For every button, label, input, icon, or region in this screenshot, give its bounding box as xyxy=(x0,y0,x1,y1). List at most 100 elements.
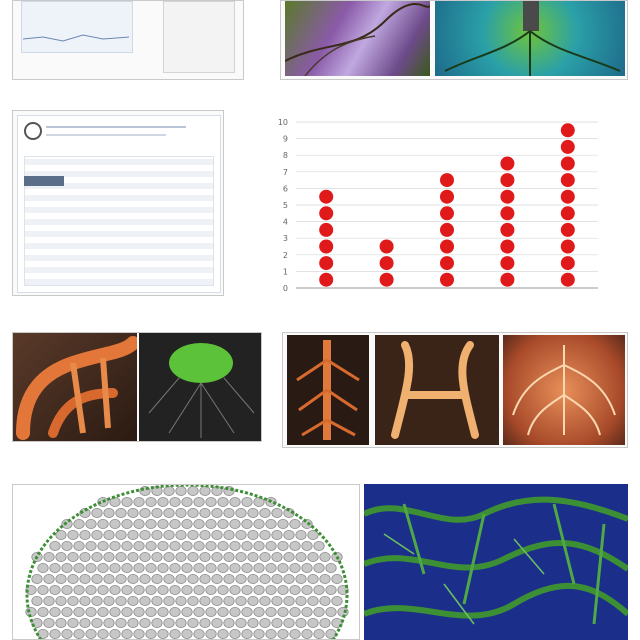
cell xyxy=(127,574,139,585)
cell xyxy=(49,541,61,552)
cell xyxy=(181,585,193,596)
cell xyxy=(169,519,181,530)
cell xyxy=(301,563,313,574)
cell xyxy=(301,541,313,552)
cell xyxy=(295,552,307,563)
cell xyxy=(253,519,265,530)
cell xyxy=(163,486,175,496)
lung-cast-photo xyxy=(503,335,625,445)
cell xyxy=(103,596,115,607)
vein-network-panel xyxy=(364,484,628,640)
cell xyxy=(283,574,295,585)
cell xyxy=(97,607,109,618)
cell xyxy=(217,628,229,639)
cell xyxy=(97,628,109,639)
cell xyxy=(211,530,223,541)
bar-dot xyxy=(440,189,454,204)
cell xyxy=(127,552,139,563)
bar-dot xyxy=(440,173,454,188)
cell xyxy=(37,607,49,618)
cell xyxy=(313,541,325,552)
cell xyxy=(61,607,73,618)
cell xyxy=(205,519,217,530)
cell xyxy=(259,596,271,607)
cell xyxy=(163,574,175,585)
cell xyxy=(67,617,79,628)
cell xyxy=(211,596,223,607)
cell xyxy=(163,530,175,541)
bar-dot xyxy=(440,239,454,254)
cell xyxy=(61,563,73,574)
cell xyxy=(157,541,169,552)
cell xyxy=(43,574,55,585)
cell xyxy=(133,519,145,530)
cell xyxy=(31,596,43,607)
bar-dot xyxy=(440,206,454,221)
cell xyxy=(121,628,133,639)
cell xyxy=(85,607,97,618)
y-tick-label: 4 xyxy=(283,218,288,227)
cell xyxy=(169,628,181,639)
y-tick-label: 2 xyxy=(283,251,288,260)
cell xyxy=(73,519,85,530)
cell xyxy=(289,628,301,639)
cell xyxy=(229,541,241,552)
cell xyxy=(325,607,337,618)
cell xyxy=(247,552,259,563)
cell xyxy=(211,552,223,563)
cell xyxy=(319,596,331,607)
cell xyxy=(313,607,325,618)
cell xyxy=(205,496,217,507)
cell xyxy=(235,596,247,607)
cell xyxy=(235,530,247,541)
cell-mosaic-panel xyxy=(12,484,360,640)
bar-dot xyxy=(560,156,575,171)
window-logo-icon xyxy=(24,122,42,140)
cell xyxy=(331,574,343,585)
cell xyxy=(253,563,265,574)
cell xyxy=(109,585,121,596)
dot-bar xyxy=(500,156,515,287)
cell xyxy=(133,607,145,618)
bar-dot xyxy=(319,189,334,204)
cell xyxy=(187,486,199,496)
cell xyxy=(145,519,157,530)
cell xyxy=(139,574,151,585)
cell xyxy=(223,552,235,563)
document-page xyxy=(163,1,235,73)
vein-photo-purple xyxy=(285,1,430,76)
cell xyxy=(109,563,121,574)
cell xyxy=(247,530,259,541)
cell xyxy=(67,530,79,541)
cell xyxy=(91,574,103,585)
cell xyxy=(193,607,205,618)
cell xyxy=(157,585,169,596)
cell xyxy=(277,519,289,530)
cell xyxy=(85,541,97,552)
cell xyxy=(235,552,247,563)
cell xyxy=(265,541,277,552)
dot-bar xyxy=(560,123,575,287)
y-tick-label: 8 xyxy=(283,151,288,160)
dot-bar xyxy=(440,173,454,287)
cell xyxy=(241,563,253,574)
cell xyxy=(175,574,187,585)
cell xyxy=(199,486,211,496)
cell xyxy=(97,496,109,507)
cell xyxy=(193,496,205,507)
cell xyxy=(295,596,307,607)
cell xyxy=(199,530,211,541)
document-highlight xyxy=(24,176,64,186)
cell xyxy=(55,552,67,563)
cell xyxy=(295,530,307,541)
cell xyxy=(205,563,217,574)
cell xyxy=(109,519,121,530)
cell xyxy=(175,530,187,541)
cell xyxy=(187,617,199,628)
cell xyxy=(103,574,115,585)
cell xyxy=(49,607,61,618)
bar-dot xyxy=(500,272,515,287)
cell xyxy=(133,496,145,507)
bar-dot xyxy=(440,222,454,237)
cell xyxy=(139,617,151,628)
